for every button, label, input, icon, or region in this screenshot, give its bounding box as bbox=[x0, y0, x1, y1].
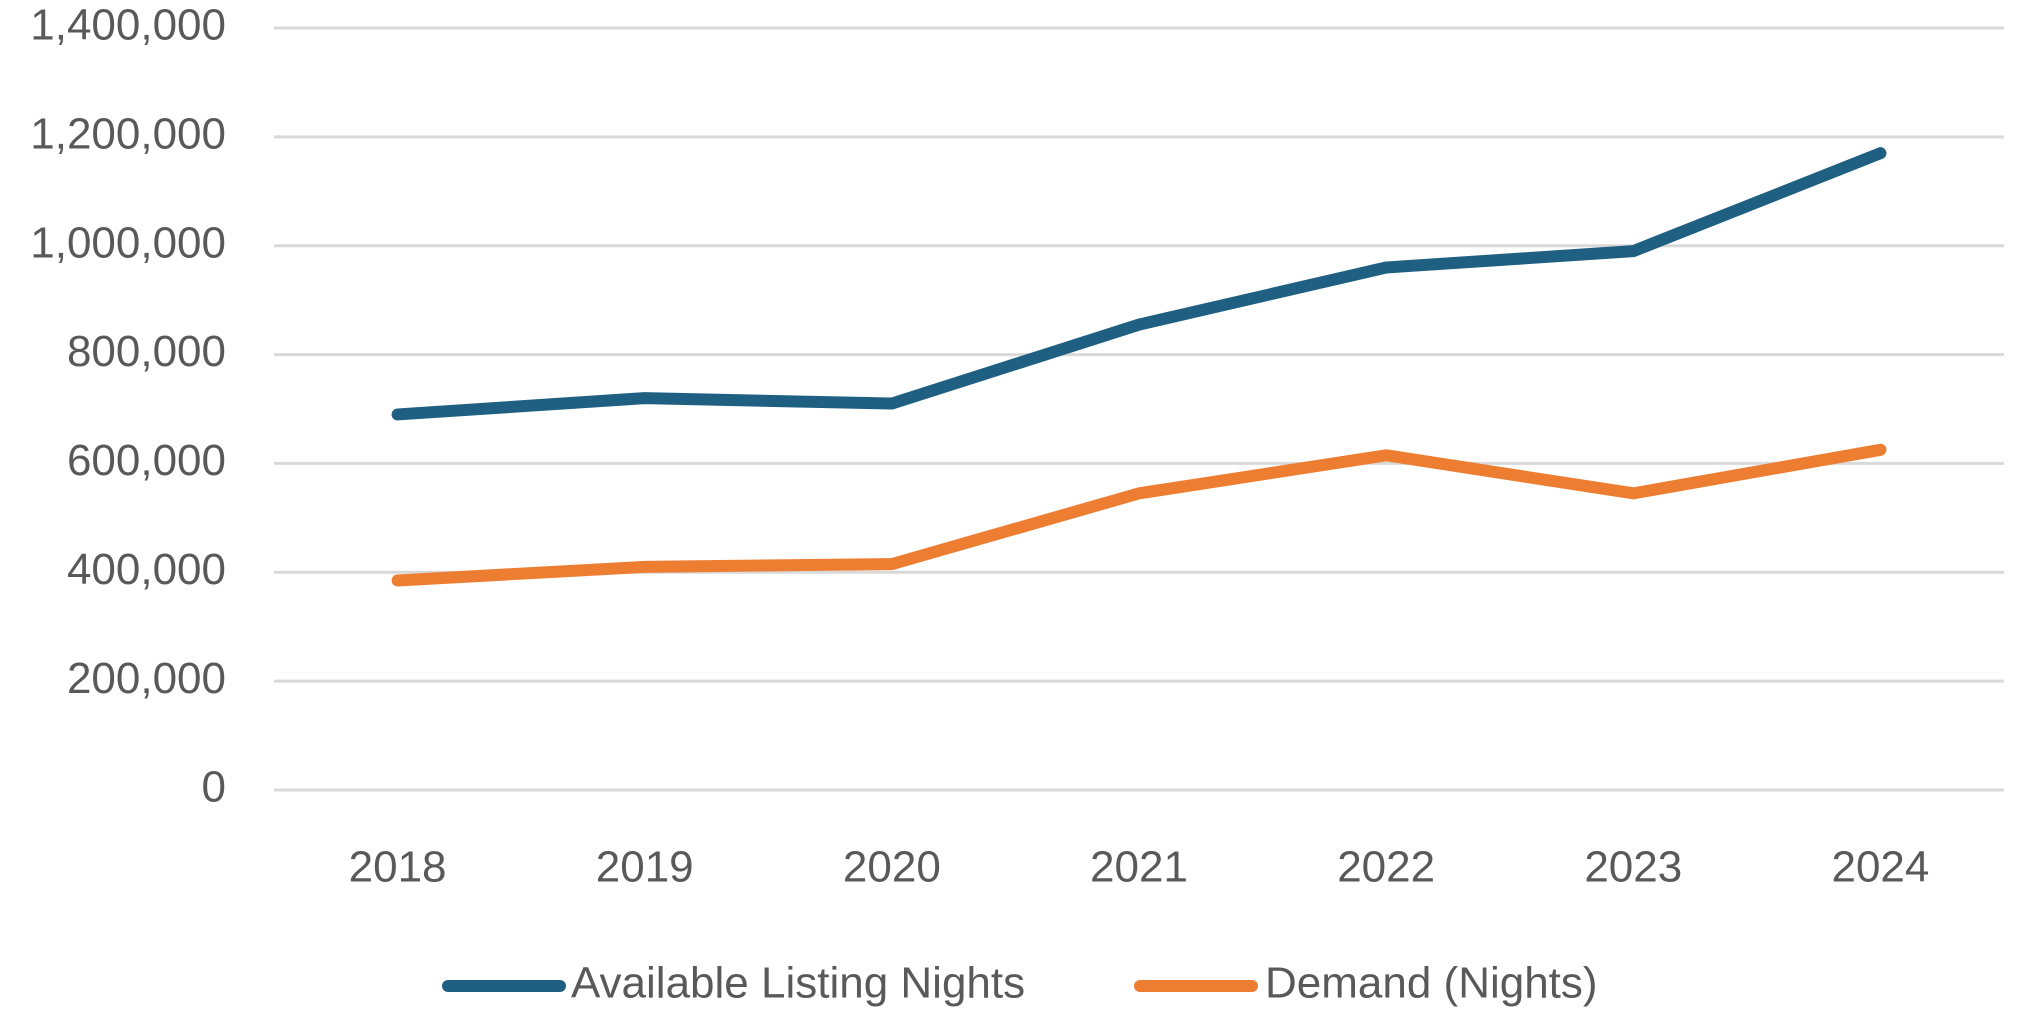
x-tick-label: 2019 bbox=[596, 843, 694, 892]
y-tick-label: 1,200,000 bbox=[30, 109, 226, 158]
y-tick-label: 400,000 bbox=[67, 545, 226, 594]
x-tick-label: 2020 bbox=[843, 843, 941, 892]
y-tick-label: 200,000 bbox=[67, 654, 226, 703]
y-tick-label: 1,400,000 bbox=[30, 1, 226, 50]
x-tick-label: 2021 bbox=[1090, 843, 1188, 892]
y-tick-label: 800,000 bbox=[67, 327, 226, 376]
series-line bbox=[391, 147, 1887, 421]
legend-label: Demand (Nights) bbox=[1265, 959, 1598, 1008]
y-tick-label: 600,000 bbox=[67, 436, 226, 485]
x-tick-label: 2023 bbox=[1584, 843, 1682, 892]
x-tick-label: 2024 bbox=[1831, 843, 1929, 892]
x-tick-label: 2018 bbox=[349, 843, 447, 892]
legend-label: Available Listing Nights bbox=[571, 959, 1025, 1008]
y-tick-label: 1,000,000 bbox=[30, 218, 226, 267]
x-tick-label: 2022 bbox=[1337, 843, 1435, 892]
y-tick-label: 0 bbox=[202, 763, 226, 812]
series-line bbox=[391, 443, 1887, 587]
